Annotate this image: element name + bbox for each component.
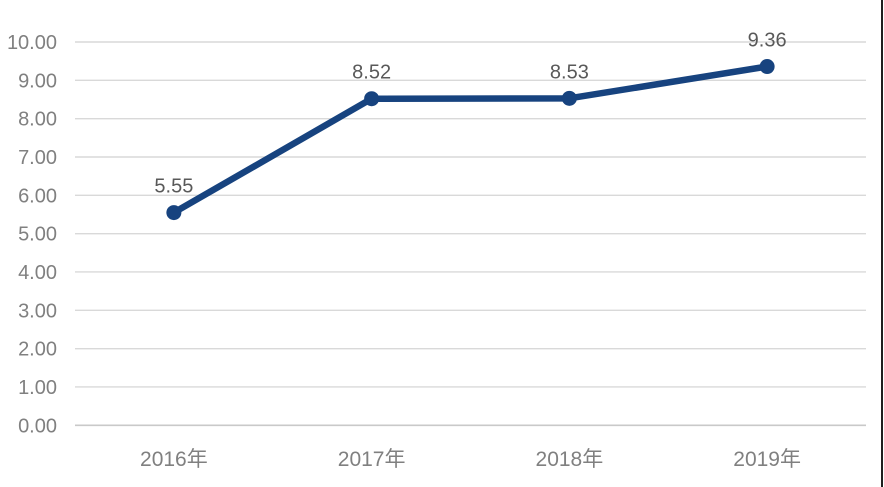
data-point-label: 9.36 — [748, 30, 787, 52]
y-axis-tick-label: 1.00 — [18, 377, 57, 399]
y-axis-tick-label: 10.00 — [7, 32, 57, 54]
window-right-border — [881, 0, 883, 487]
data-point-label: 8.52 — [352, 62, 391, 84]
y-axis-tick-label: 2.00 — [18, 339, 57, 361]
x-axis-category-label: 2016年 — [140, 448, 208, 471]
y-axis-tick-label: 3.00 — [18, 300, 57, 322]
y-axis-tick-label: 6.00 — [18, 185, 57, 207]
data-point-marker — [759, 59, 775, 75]
y-axis-tick-label: 0.00 — [18, 415, 57, 437]
y-axis-tick-label: 9.00 — [18, 70, 57, 92]
y-axis-tick-label: 4.00 — [18, 262, 57, 284]
y-axis-tick-label: 7.00 — [18, 147, 57, 169]
data-point-label: 5.55 — [154, 176, 193, 198]
data-point-marker — [561, 90, 577, 106]
data-point-marker — [364, 91, 380, 107]
x-axis-category-label: 2019年 — [733, 448, 801, 471]
y-axis-tick-label: 5.00 — [18, 224, 57, 246]
data-point-label: 8.53 — [550, 61, 589, 83]
x-axis-category-label: 2018年 — [536, 448, 604, 471]
data-point-marker — [166, 205, 182, 221]
x-axis-category-label: 2017年 — [338, 448, 406, 471]
y-axis-tick-label: 8.00 — [18, 109, 57, 131]
series-line — [170, 63, 771, 216]
